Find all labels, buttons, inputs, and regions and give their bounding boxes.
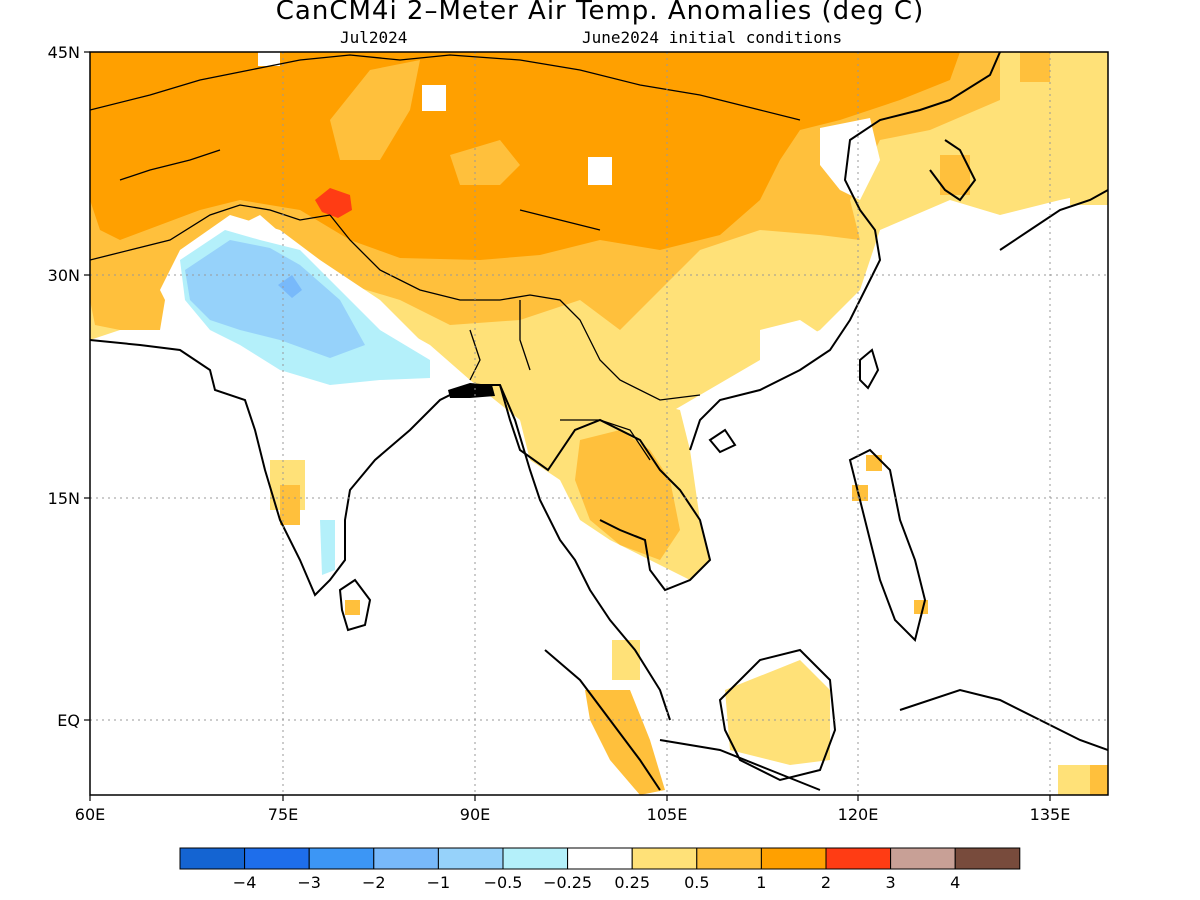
legend-label: 2 xyxy=(821,873,831,892)
legend-label: −4 xyxy=(233,873,257,892)
legend-swatch xyxy=(437,847,504,870)
anomaly-zone-thailand xyxy=(575,430,680,560)
legend-swatch xyxy=(825,847,892,870)
legend-swatch xyxy=(760,847,827,870)
legend-label: 0.25 xyxy=(614,873,650,892)
anomaly-neutral-patch xyxy=(258,52,280,66)
anomaly-patch-small xyxy=(1090,765,1108,795)
lat-label: 45N xyxy=(48,43,80,62)
anomaly-patch-small xyxy=(345,600,360,615)
anomaly-neutral-patch xyxy=(422,85,446,111)
country-borders xyxy=(90,54,801,461)
legend-swatch xyxy=(179,847,246,870)
legend-label: 1 xyxy=(756,873,766,892)
lat-label: 30N xyxy=(48,266,80,285)
anomaly-patch-mid-2 xyxy=(450,140,520,185)
graticule xyxy=(90,52,1108,795)
legend-swatch xyxy=(696,847,762,870)
anomaly-patch-small xyxy=(280,485,300,525)
legend-label: 3 xyxy=(886,873,896,892)
anomaly-patch-small xyxy=(866,455,882,471)
lat-label: EQ xyxy=(57,711,80,730)
anomaly-cool-south-india xyxy=(320,520,335,575)
lon-label: 75E xyxy=(268,805,298,824)
delta-mark xyxy=(448,383,495,398)
anomaly-patch-small xyxy=(1070,165,1108,205)
legend-swatch xyxy=(954,847,1021,870)
initial-conditions-label: June2024 initial conditions xyxy=(582,28,843,47)
legend-label: −0.25 xyxy=(543,873,592,892)
anomaly-patch-mid xyxy=(330,60,420,160)
lat-label: 15N xyxy=(48,489,80,508)
lon-labels: 60E 75E 90E 105E 120E 135E xyxy=(75,805,1071,824)
legend-labels: −4 −3 −2 −1 −0.5 −0.25 0.25 0.5 1 2 3 4 xyxy=(233,873,960,892)
anomaly-cool-core xyxy=(278,275,302,298)
axis-ticks xyxy=(84,51,1051,801)
legend-swatch xyxy=(567,847,633,870)
legend-label: −0.5 xyxy=(484,873,523,892)
map-frame xyxy=(89,51,1109,796)
anomaly-patch-small xyxy=(612,640,640,680)
legend-swatch xyxy=(631,847,698,870)
lon-label: 90E xyxy=(460,805,490,824)
legend-swatch xyxy=(308,847,375,870)
anomaly-neutral-patch xyxy=(760,320,840,370)
lat-labels: 45N 30N 15N EQ xyxy=(48,43,80,730)
coastlines xyxy=(90,52,1108,791)
legend-swatch xyxy=(244,847,310,870)
legend-colorbar xyxy=(179,847,1021,870)
anomaly-patch-small xyxy=(1020,52,1050,82)
legend-label: −2 xyxy=(362,873,386,892)
anomaly-patch-borneo xyxy=(725,660,830,765)
lon-label: 105E xyxy=(647,805,688,824)
legend-label: 4 xyxy=(950,873,960,892)
anomaly-neutral-patch xyxy=(588,157,612,185)
anomaly-field xyxy=(90,52,1108,795)
anomaly-cool-mid xyxy=(185,240,365,358)
lon-label: 120E xyxy=(838,805,879,824)
legend-swatch xyxy=(502,847,569,870)
legend-label: 0.5 xyxy=(684,873,709,892)
lon-label: 135E xyxy=(1030,805,1071,824)
map-title: CanCM4i 2–Meter Air Temp. Anomalies (deg… xyxy=(275,0,925,26)
lon-label: 60E xyxy=(75,805,105,824)
legend-label: −3 xyxy=(297,873,321,892)
legend-label: −1 xyxy=(427,873,451,892)
legend-swatch xyxy=(373,847,439,870)
legend-swatch xyxy=(890,847,956,870)
valid-month-label: Jul2024 xyxy=(340,28,408,47)
anomaly-zone-warm xyxy=(90,52,960,260)
anomaly-hotspot xyxy=(315,188,352,218)
anomaly-patch-small xyxy=(852,485,868,501)
anomaly-neutral-patch xyxy=(820,118,880,200)
